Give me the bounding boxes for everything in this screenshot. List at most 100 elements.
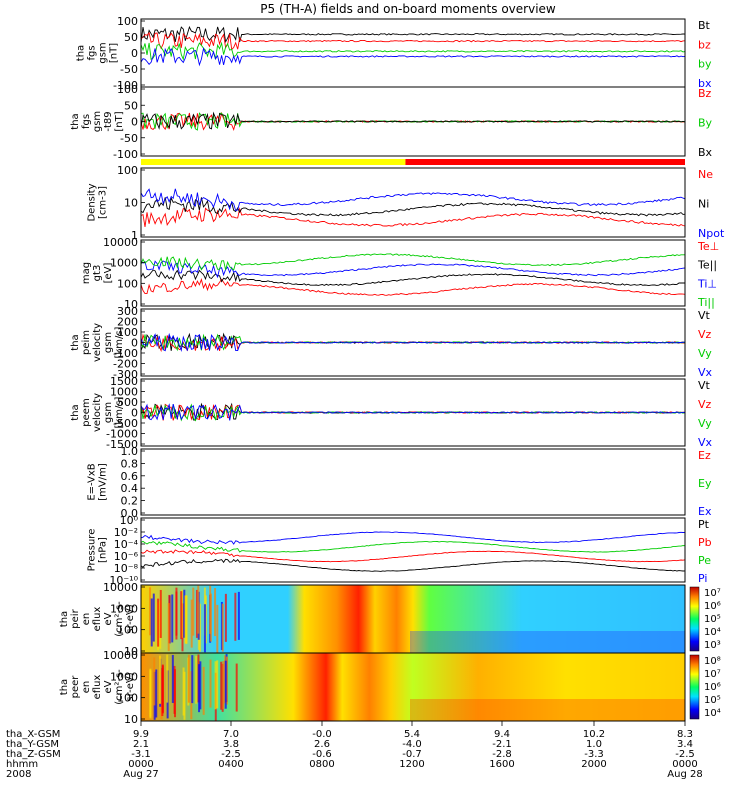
y-tick-label: 10⁻⁸ xyxy=(114,562,139,575)
y-tick-label: 10000 xyxy=(103,581,138,594)
x-axis-value: 2.1 xyxy=(133,739,149,750)
spectrogram-band xyxy=(410,699,685,721)
y-tick-label: 100 xyxy=(117,164,138,177)
legend-entry: Pi xyxy=(698,572,707,585)
legend-entry: Vt xyxy=(698,379,711,392)
colorbar-tick-label: 10³ xyxy=(704,640,721,651)
series-line xyxy=(140,403,686,421)
legend-entry: Bt xyxy=(698,19,711,32)
x-axis-value: -2.1 xyxy=(492,739,512,750)
y-tick-label: 200 xyxy=(117,316,138,329)
panel-density: 100 10 1 Density[cm-3] Ne Ni Npot xyxy=(87,164,725,242)
y-axis-label: thapeemvelocitygsm[km/s] xyxy=(70,393,125,432)
spectrogram-stripe xyxy=(187,654,190,703)
colorbar: 10⁸ 10⁷ 10⁶ 10⁵ 10⁴ xyxy=(689,654,721,720)
x-axis-value: 9.9 xyxy=(133,729,149,740)
spectrogram-stripe xyxy=(152,593,155,642)
y-tick-label: 0 xyxy=(131,116,138,129)
spectrogram-stripe xyxy=(222,661,225,710)
x-axis-value: -3.1 xyxy=(131,749,151,760)
y-tick-label: 1000 xyxy=(110,386,138,399)
spectrogram-stripe xyxy=(171,594,174,643)
x-axis-value: -2.5 xyxy=(221,749,241,760)
legend-entry: Ex xyxy=(698,505,712,518)
colorbar-tick-label: 10⁷ xyxy=(704,588,721,599)
y-tick-label: -100 xyxy=(113,347,138,360)
spectrogram-stripe xyxy=(224,660,227,709)
y-tick-label: 10⁻⁴ xyxy=(114,538,139,551)
legend-entry: Ey xyxy=(698,477,712,490)
colorbar-tick-label: 10⁶ xyxy=(704,682,721,693)
x-axis-value: 1.0 xyxy=(586,739,602,750)
spectrogram-stripe xyxy=(237,591,240,640)
panel-mode-bar xyxy=(141,159,685,165)
x-axis-value: 3.8 xyxy=(223,739,239,750)
legend-entry: Te|| xyxy=(697,259,717,272)
y-tick-label: 0 xyxy=(131,337,138,350)
spectrogram-stripe xyxy=(199,603,202,652)
spectrogram-stripe xyxy=(183,671,186,720)
spectrogram-stripe xyxy=(220,661,223,710)
series-line xyxy=(140,25,686,44)
spectrogram-stripe xyxy=(174,669,177,718)
spectrogram-stripe xyxy=(209,593,212,642)
spectrogram-stripe xyxy=(202,666,205,715)
x-axis-value: -0.7 xyxy=(402,749,422,760)
y-axis-label: thapeerenefluxeV(cm²-s-sr-eV) xyxy=(59,669,136,705)
y-tick-label: 1000 xyxy=(110,602,138,615)
spectrogram xyxy=(141,653,685,721)
y-tick-label: 0.8 xyxy=(121,457,139,470)
y-tick-label: 0.0 xyxy=(121,507,139,520)
y-tick-label: 1.0 xyxy=(121,445,139,458)
colorbar-tick-label: 10⁵ xyxy=(704,614,721,625)
y-tick-label: 1000 xyxy=(110,257,138,270)
spectrogram-stripe xyxy=(180,591,183,640)
x-axis-value: 7.0 xyxy=(223,729,239,740)
x-axis-value: -2.8 xyxy=(492,749,512,760)
y-tick-label: 100 xyxy=(117,15,138,28)
y-tick-label: 10000 xyxy=(103,649,138,662)
spectrogram-stripe xyxy=(158,655,161,704)
colorbar-tick-label: 10⁵ xyxy=(704,695,721,706)
y-tick-label: 100 xyxy=(117,692,138,705)
y-tick-label: 10⁻⁶ xyxy=(114,550,139,563)
series-line xyxy=(140,260,686,279)
series-line xyxy=(140,269,685,287)
y-tick-label: 300 xyxy=(117,305,138,318)
legend-entry: Ni xyxy=(698,198,709,211)
y-tick-label: 100 xyxy=(117,83,138,96)
spectrogram-stripe xyxy=(192,587,195,636)
panel-peir-eflux: 10⁷ 10⁶ 10⁵ 10⁴ 10³ 10000 1000 100 10 thapeirenef… xyxy=(59,581,721,658)
spectrogram-stripe xyxy=(190,599,193,648)
legend-entry: Bz xyxy=(698,87,712,100)
x-axis-value: -3.3 xyxy=(584,749,604,760)
y-axis-label: E=-VxB[mV/m] xyxy=(87,463,109,501)
y-tick-label: 50 xyxy=(124,99,138,112)
x-axis-value: Aug 27 xyxy=(123,769,158,780)
spectrogram xyxy=(141,585,685,653)
y-tick-label: 10⁰ xyxy=(120,514,139,527)
spectrogram-stripe xyxy=(209,659,212,708)
y-axis-label: thafgsgsm[nT] xyxy=(76,42,120,63)
legend-entry: Vz xyxy=(698,328,712,341)
y-axis-label: maggt3[eV] xyxy=(81,262,114,284)
legend-entry: Vx xyxy=(698,436,713,449)
y-tick-label: 10 xyxy=(124,713,138,726)
series-line xyxy=(140,207,686,227)
y-tick-label: 10000 xyxy=(103,236,138,249)
spectrogram-stripe xyxy=(195,589,198,638)
spectrogram-stripe xyxy=(167,603,170,652)
series-line xyxy=(140,531,686,545)
y-tick-label: 100 xyxy=(117,326,138,339)
spectrogram-stripe xyxy=(195,655,198,704)
spectrogram-band xyxy=(410,631,685,653)
x-axis-value: Aug 28 xyxy=(667,769,702,780)
legend-entry: Ti|| xyxy=(697,296,715,309)
spectrogram-stripe xyxy=(157,598,160,647)
legend-entry: Pe xyxy=(698,554,711,567)
y-axis-label: Density[cm-3] xyxy=(87,183,109,221)
series-line xyxy=(140,549,686,563)
y-tick-label: -50 xyxy=(120,63,138,76)
y-tick-label: 0 xyxy=(131,407,138,420)
spectrogram-stripe xyxy=(216,660,219,709)
